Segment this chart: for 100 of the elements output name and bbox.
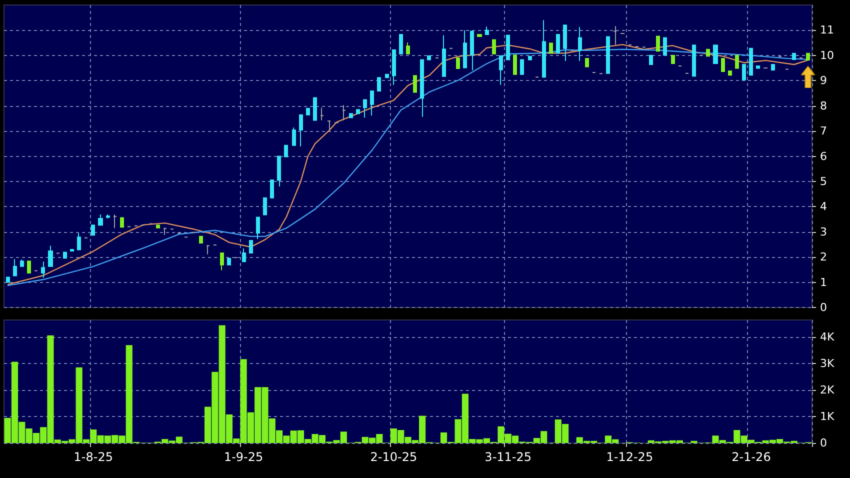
candlestick bbox=[549, 42, 553, 54]
candlestick bbox=[528, 56, 532, 60]
candlestick bbox=[320, 107, 324, 121]
candlestick bbox=[249, 240, 253, 254]
candlestick bbox=[377, 77, 381, 92]
y-tick-label: 4K bbox=[820, 330, 835, 344]
candlestick bbox=[728, 70, 732, 76]
candlestick bbox=[420, 59, 424, 118]
candlestick bbox=[206, 244, 210, 255]
y-tick-label: 1 bbox=[820, 276, 827, 289]
candlestick bbox=[656, 36, 660, 52]
candlestick bbox=[463, 30, 467, 68]
candlestick bbox=[406, 42, 410, 54]
candlestick bbox=[98, 214, 103, 226]
x-tick-label: 1-12-25 bbox=[606, 450, 654, 464]
candlestick bbox=[284, 144, 288, 158]
candlestick bbox=[477, 34, 482, 38]
candlestick bbox=[721, 58, 725, 72]
candlestick bbox=[349, 113, 353, 118]
y-tick-label: 2 bbox=[820, 250, 827, 264]
candlestick bbox=[27, 260, 31, 274]
candlestick bbox=[156, 224, 160, 228]
candlestick bbox=[220, 252, 224, 271]
candlestick bbox=[506, 34, 510, 60]
x-tick-label: 1-8-25 bbox=[74, 450, 113, 464]
y-tick-label: 2K bbox=[820, 384, 835, 397]
y-tick-label: 0 bbox=[820, 301, 827, 314]
candlestick bbox=[513, 54, 517, 75]
x-tick-label: 1-9-25 bbox=[224, 450, 264, 464]
candlestick bbox=[48, 245, 53, 267]
candlestick bbox=[299, 114, 303, 147]
candlestick bbox=[749, 48, 753, 76]
candlestick bbox=[227, 258, 231, 266]
candlestick bbox=[470, 30, 474, 71]
candlestick bbox=[442, 34, 446, 77]
candlestick bbox=[671, 54, 675, 64]
y-tick-label: 10 bbox=[820, 48, 834, 62]
candlestick bbox=[306, 108, 310, 116]
candlestick bbox=[742, 64, 746, 80]
x-tick-label: 3-11-25 bbox=[484, 450, 532, 464]
candlestick bbox=[520, 59, 524, 75]
y-tick-label: 5 bbox=[820, 174, 827, 188]
y-tick-label: 3 bbox=[820, 225, 827, 238]
candlestick bbox=[77, 232, 81, 250]
candlestick bbox=[13, 258, 17, 276]
y-tick-label: 9 bbox=[820, 74, 827, 88]
candlestick bbox=[113, 214, 117, 229]
candlestick bbox=[270, 179, 274, 198]
candlestick bbox=[370, 90, 374, 116]
candlestick bbox=[413, 75, 417, 93]
candlestick bbox=[556, 34, 560, 54]
candlestick bbox=[456, 57, 460, 70]
y-tick-label: 4 bbox=[820, 200, 827, 214]
candlestick bbox=[427, 55, 431, 60]
candlestick bbox=[70, 249, 74, 252]
candlestick bbox=[106, 214, 110, 220]
candlestick bbox=[585, 58, 589, 68]
candlestick bbox=[385, 74, 389, 78]
candlestick bbox=[735, 54, 739, 69]
y-tick-label: 1K bbox=[820, 410, 835, 424]
candlestick bbox=[199, 236, 203, 244]
candlestick bbox=[120, 217, 124, 228]
candlestick bbox=[63, 252, 67, 259]
candlestick bbox=[806, 52, 810, 60]
candlestick bbox=[356, 109, 360, 114]
candlestick bbox=[613, 26, 617, 46]
candlestick bbox=[91, 224, 95, 236]
x-tick-label: 2-10-25 bbox=[370, 450, 418, 464]
candlestick bbox=[399, 34, 403, 54]
candlestick bbox=[713, 44, 718, 64]
y-tick-label: 8 bbox=[820, 99, 827, 112]
y-tick-label: 7 bbox=[820, 124, 827, 138]
candlestick bbox=[242, 248, 246, 262]
candlestick bbox=[492, 39, 496, 54]
candlestick bbox=[542, 20, 546, 78]
x-tick-label: 2-1-26 bbox=[732, 450, 771, 464]
candlestick bbox=[706, 48, 710, 57]
candlestick bbox=[649, 54, 653, 65]
candlestick bbox=[342, 104, 346, 121]
candlestick bbox=[692, 44, 696, 77]
candlestick bbox=[756, 66, 760, 69]
candlestick bbox=[256, 216, 260, 240]
candlestick bbox=[499, 55, 503, 86]
candlestick bbox=[363, 99, 367, 118]
candlestick bbox=[485, 26, 489, 35]
candlestick bbox=[792, 52, 796, 60]
candlestick bbox=[578, 26, 582, 62]
candlestick bbox=[6, 276, 10, 284]
candlestick bbox=[41, 261, 45, 278]
candlestick bbox=[20, 259, 24, 267]
candlestick bbox=[327, 120, 331, 132]
y-tick-label: 3K bbox=[820, 357, 835, 370]
candlestick bbox=[392, 49, 396, 86]
candlestick bbox=[663, 37, 667, 56]
y-tick-label: 6 bbox=[820, 150, 827, 163]
y-tick-label: 0 bbox=[820, 436, 827, 450]
candlestick bbox=[163, 227, 167, 236]
candlestick bbox=[606, 36, 610, 74]
candlestick bbox=[292, 127, 296, 146]
candlestick bbox=[313, 97, 317, 121]
